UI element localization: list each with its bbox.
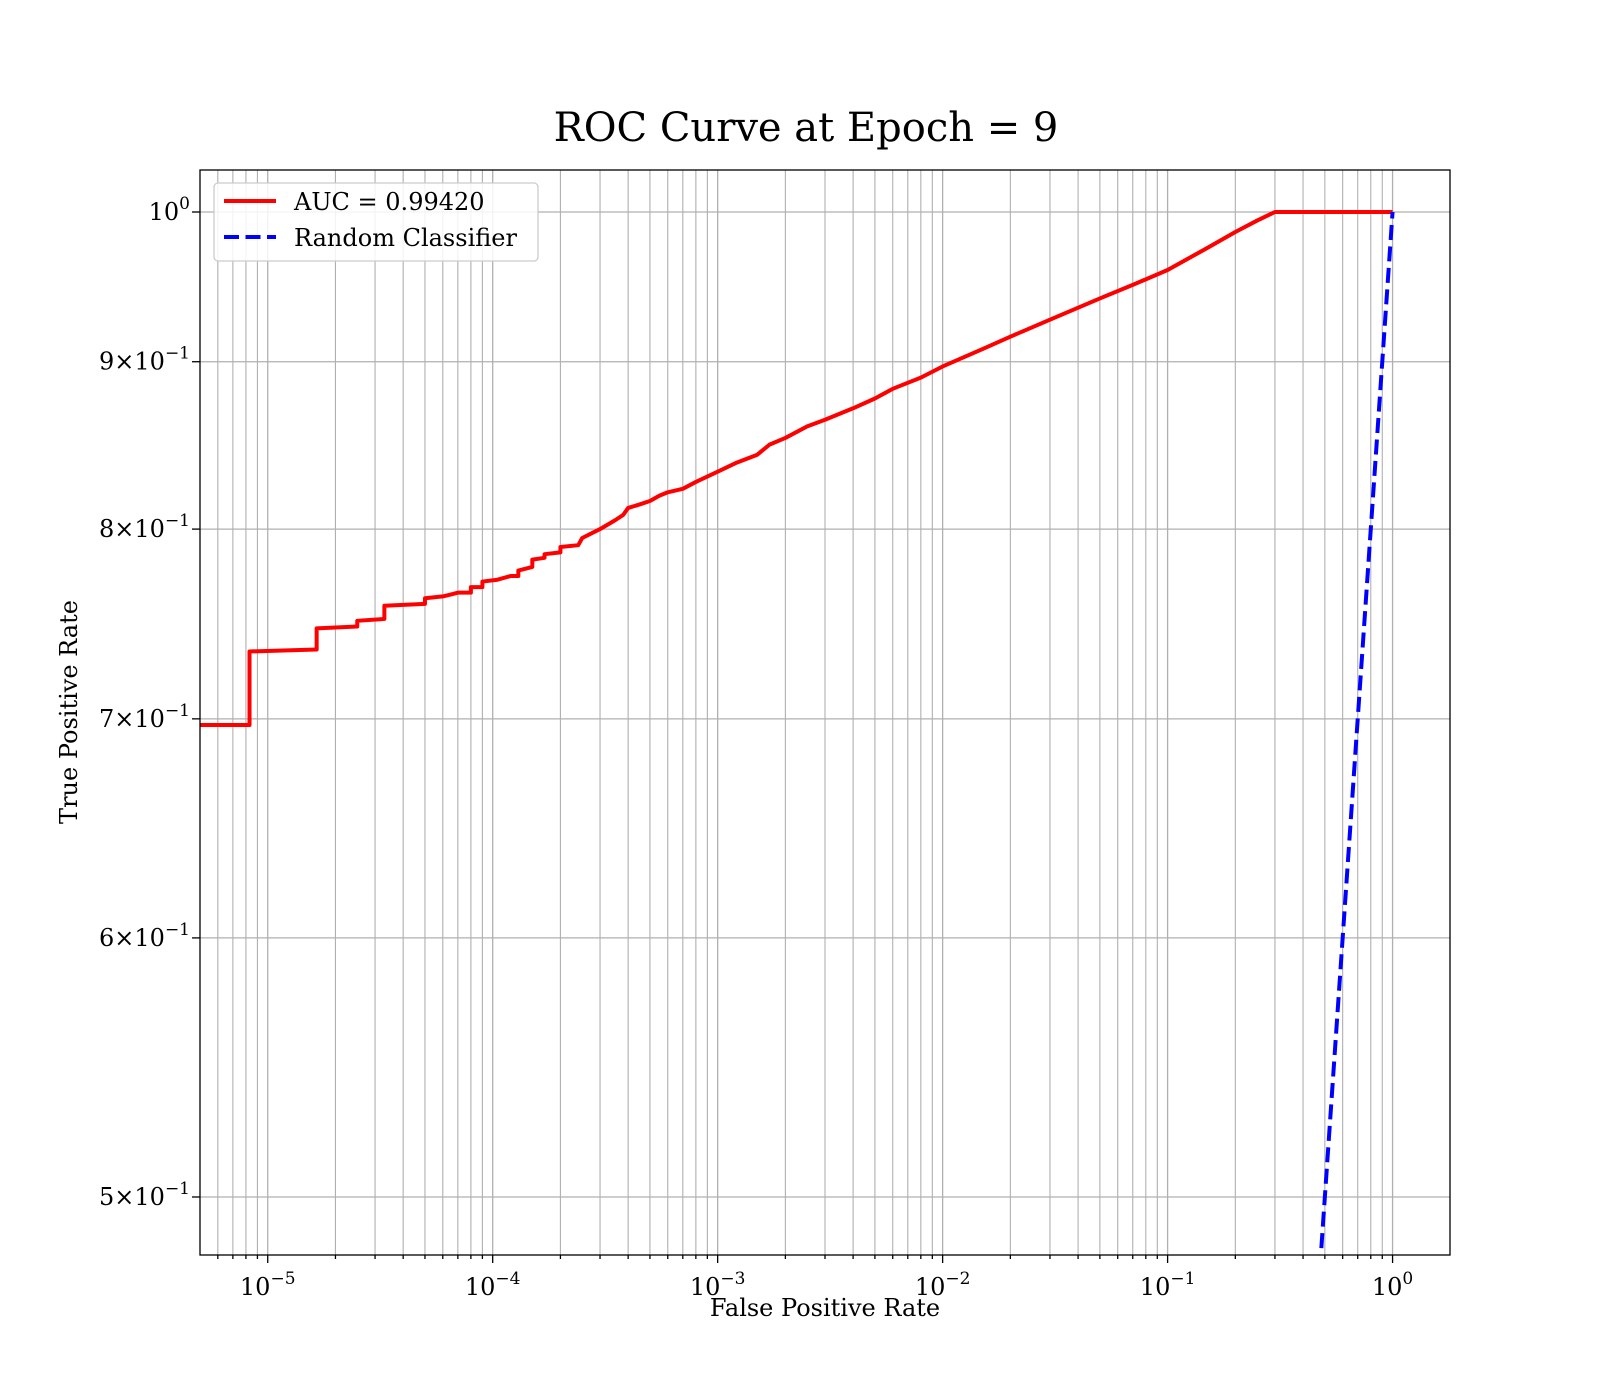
x-tick-label: 10−2 (915, 1269, 971, 1301)
y-tick-label: 8×10−1 (99, 511, 190, 543)
y-tick-label: 7×10−1 (99, 701, 190, 733)
random-classifier-line (1318, 211, 1395, 1255)
x-tick-label: 100 (1372, 1269, 1413, 1301)
y-tick-label: 100 (149, 194, 190, 226)
chart-title: ROC Curve at Epoch = 9 (554, 105, 1059, 151)
y-axis-ticks: 100 9×10−1 8×10−1 7×10−1 6×10−1 5×10−1 (99, 194, 200, 1211)
x-tick-label: 10−5 (240, 1269, 296, 1301)
legend: AUC = 0.99420 Random Classifier (213, 182, 539, 262)
x-tick-label: 10−1 (1140, 1269, 1196, 1301)
series-layer (200, 210, 1395, 1255)
x-axis-ticks: 10−5 10−4 10−3 10−2 10−1 100 (217, 1255, 1413, 1301)
grid-lines (200, 170, 1450, 1255)
x-tick-label: 10−3 (690, 1269, 746, 1301)
y-tick-label: 6×10−1 (99, 920, 190, 952)
roc-curve-line (200, 210, 1393, 727)
y-tick-label: 5×10−1 (99, 1179, 190, 1211)
x-tick-label: 10−4 (465, 1269, 521, 1301)
y-axis-label: True Positive Rate (55, 600, 83, 824)
x-axis-label: False Positive Rate (710, 1294, 940, 1322)
y-tick-label: 9×10−1 (99, 344, 190, 376)
legend-label-auc: AUC = 0.99420 (293, 188, 485, 216)
legend-label-random: Random Classifier (294, 224, 517, 252)
legend-box (213, 182, 539, 262)
